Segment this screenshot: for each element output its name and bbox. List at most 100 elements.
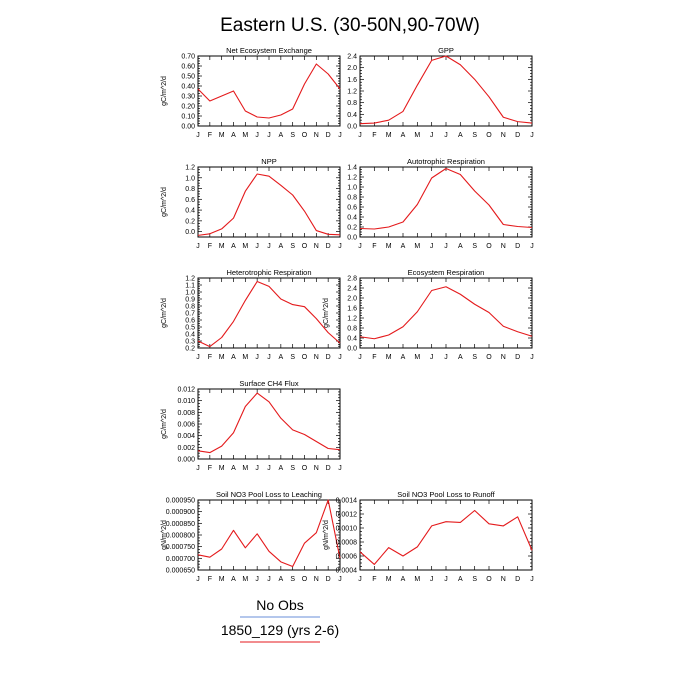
x-tick-label: F [208,576,212,583]
x-tick-label: M [386,576,392,583]
x-tick-label: J [267,132,271,139]
x-tick-label: J [444,243,448,250]
x-tick-label: O [302,243,308,250]
x-tick-label: J [196,354,200,361]
x-tick-label: J [530,576,534,583]
y-tick-label: 0.000650 [166,568,195,575]
y-tick-label: 0.010 [177,398,195,405]
y-tick-label: 2.0 [347,65,357,72]
x-tick-label: J [444,576,448,583]
panel-title: Soil NO3 Pool Loss to Leaching [216,490,322,499]
x-tick-label: M [414,243,420,250]
y-tick-label: 1.0 [347,185,357,192]
x-tick-label: A [278,132,283,139]
y-tick-label: 0.30 [181,94,195,101]
x-tick-label: J [196,132,200,139]
x-tick-label: J [267,576,271,583]
y-tick-label: 0.4 [347,112,357,119]
y-tick-label: 0.3 [185,339,195,346]
x-tick-label: M [219,576,225,583]
x-tick-label: D [515,243,520,250]
x-tick-label: M [414,576,420,583]
panel-soil-no3-pool-loss-to-leaching: Soil NO3 Pool Loss to Leaching 0.000650 0.… [161,490,342,583]
plot-frame [359,277,533,349]
y-tick-label: 0.0006 [336,554,358,561]
y-tick-label: 0.0012 [336,512,358,519]
x-tick-label: J [255,132,259,139]
panel-soil-no3-pool-loss-to-runoff: Soil NO3 Pool Loss to Runoff 0.0004 0.0006… [323,490,534,583]
y-tick-label: 1.2 [185,165,195,172]
x-tick-label: J [430,354,434,361]
y-tick-label: 0.6 [185,197,195,204]
y-tick-label: 1.4 [347,165,357,172]
x-tick-label: J [530,132,534,139]
y-tick-label: 0.4 [347,336,357,343]
y-axis-label: gC/m^2/d [161,298,168,328]
x-tick-label: A [401,576,406,583]
x-tick-label: A [231,132,236,139]
x-tick-label: J [338,576,342,583]
series-line-heterotrophic-respiration [197,280,341,348]
x-tick-label: S [472,132,477,139]
x-tick-label: N [314,243,319,250]
x-tick-label: F [208,132,212,139]
x-tick-label: S [290,465,295,472]
y-tick-label: 0.2 [185,346,195,353]
y-tick-label: 0.0 [347,124,357,131]
x-tick-label: J [430,243,434,250]
y-tick-label: 0.000700 [166,556,195,563]
x-tick-label: J [444,132,448,139]
x-tick-label: S [290,354,295,361]
x-tick-label: N [314,132,319,139]
x-tick-label: N [314,354,319,361]
y-tick-label: 0.10 [181,114,195,121]
y-tick-label: 0.7 [185,311,195,318]
y-tick-label: 1.6 [347,306,357,313]
y-tick-label: 2.4 [347,54,357,61]
y-tick-label: 0.70 [181,54,195,61]
panel-title: NPP [261,157,276,166]
x-tick-label: A [458,132,463,139]
x-tick-label: J [358,354,362,361]
x-tick-label: J [267,465,271,472]
panel-heterotrophic-respiration: Heterotrophic Respiration 0.20.30.40.50.6… [161,268,342,361]
y-tick-label: 0.000800 [166,533,195,540]
x-tick-label: A [401,354,406,361]
x-tick-label: F [208,465,212,472]
x-tick-label: A [458,576,463,583]
x-tick-label: D [326,354,331,361]
x-tick-label: A [458,354,463,361]
x-tick-label: D [326,576,331,583]
y-tick-label: 0.000900 [166,509,195,516]
x-tick-label: D [515,354,520,361]
plot-frame [197,388,341,460]
x-tick-label: M [386,354,392,361]
y-tick-label: 0.4 [347,215,357,222]
x-tick-label: F [372,132,376,139]
x-tick-label: A [278,243,283,250]
y-tick-label: 0.8 [185,186,195,193]
x-tick-label: J [338,243,342,250]
y-tick-label: 2.0 [347,296,357,303]
y-tick-label: 1.0 [185,175,195,182]
x-tick-label: J [267,354,271,361]
panel-title: Surface CH4 Flux [239,379,298,388]
x-tick-label: A [278,465,283,472]
plot-frame [359,166,533,238]
y-axis-label: gC/m^2/d [161,76,168,106]
y-tick-label: 0.0010 [336,526,358,533]
series-line-npp [197,173,341,236]
x-tick-label: J [196,465,200,472]
figure-title: Eastern U.S. (30-50N,90-70W) [220,15,480,36]
y-tick-label: 0.0 [347,235,357,242]
x-tick-label: N [501,132,506,139]
x-tick-label: O [302,465,308,472]
x-tick-label: F [372,576,376,583]
y-tick-label: 0.0 [185,229,195,236]
y-tick-label: 0.9 [185,297,195,304]
x-tick-label: D [326,243,331,250]
y-tick-label: 1.0 [185,290,195,297]
x-tick-label: S [472,243,477,250]
x-tick-label: J [255,354,259,361]
